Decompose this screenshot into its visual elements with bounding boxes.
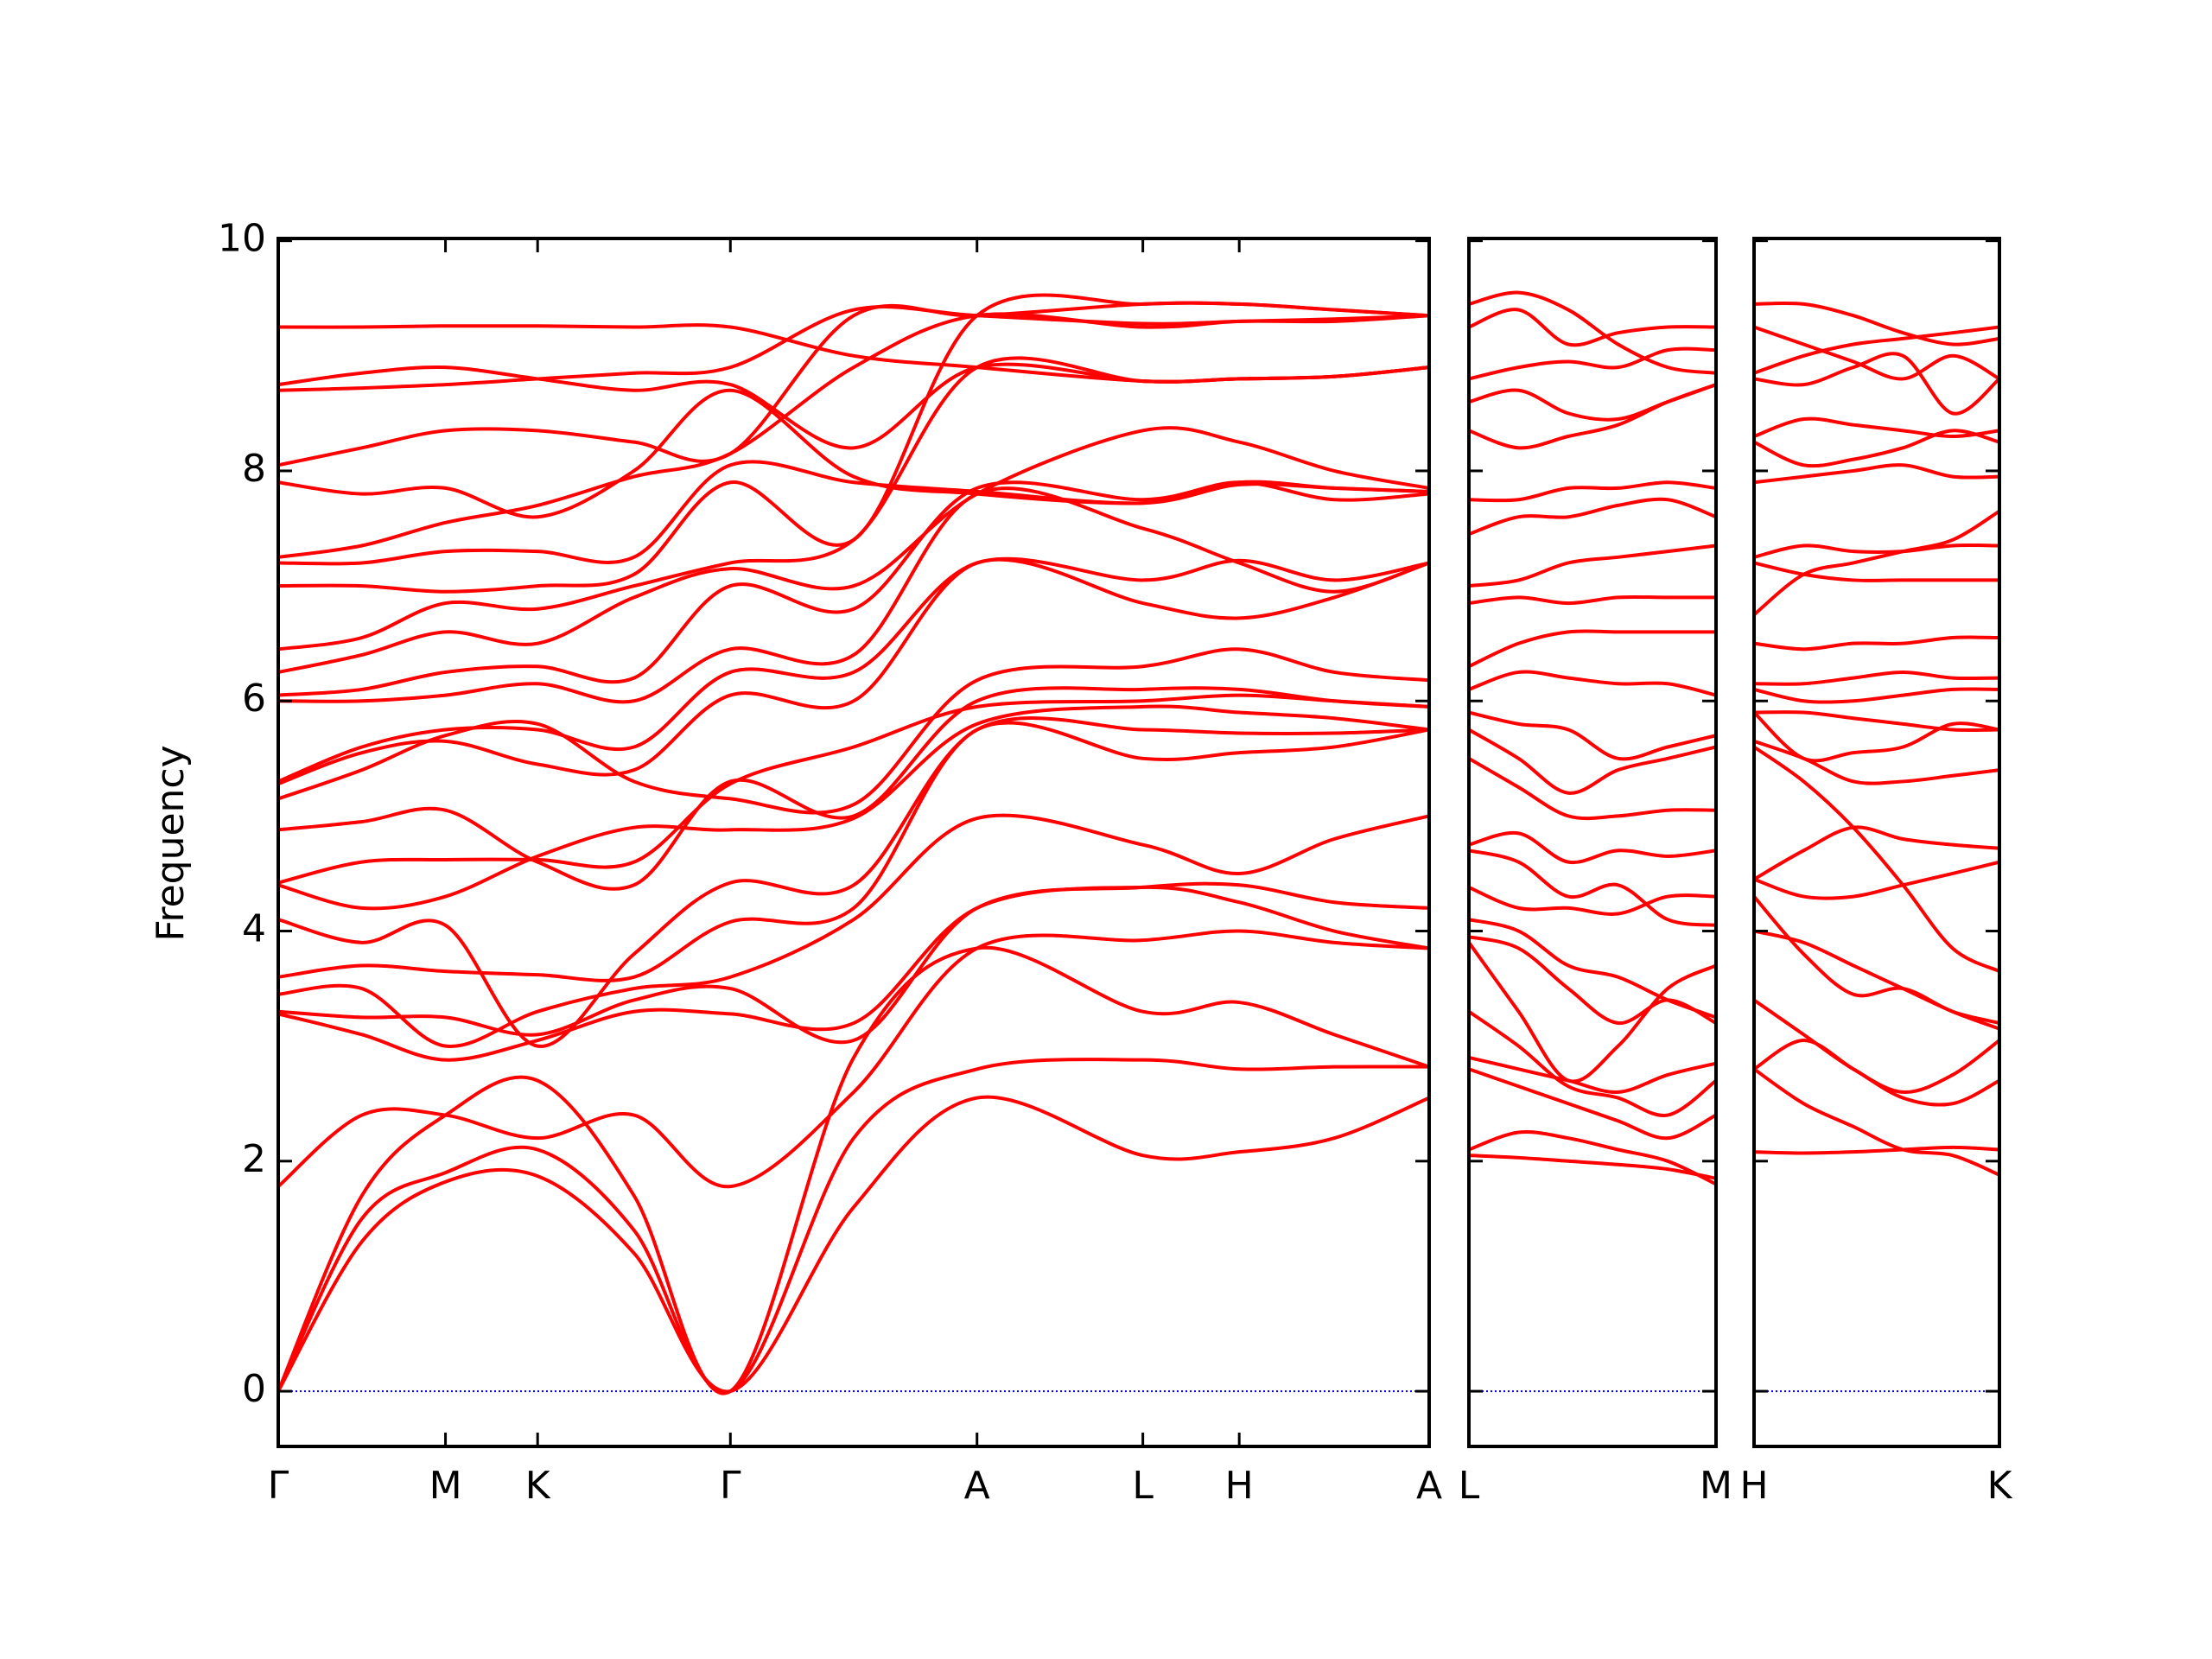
band-line xyxy=(1754,711,1999,763)
plot-area xyxy=(1469,290,1716,1186)
band-line xyxy=(1469,629,1716,669)
band-line xyxy=(1469,886,1716,916)
band-line xyxy=(1754,301,1999,346)
band-line xyxy=(1754,325,1999,381)
band-line xyxy=(1754,325,1999,375)
band-line xyxy=(1469,480,1716,503)
band-line xyxy=(1469,594,1716,606)
x-tick-label: M xyxy=(429,1464,462,1508)
band-line xyxy=(278,721,1429,982)
band-line xyxy=(278,305,1429,392)
band-line xyxy=(1754,687,1999,704)
y-axis-label: Frequency xyxy=(149,745,193,941)
band-line xyxy=(278,881,1429,1045)
band-line xyxy=(278,686,1429,891)
band-line xyxy=(1754,352,1999,416)
band-line xyxy=(1754,895,1999,1025)
band-line xyxy=(1469,941,1716,1084)
band-line xyxy=(1469,383,1716,422)
x-tick-label: A xyxy=(1416,1464,1442,1508)
x-tick-label: H xyxy=(1739,1464,1768,1508)
band-line xyxy=(1754,710,1999,733)
x-tick-label: Γ xyxy=(720,1464,741,1508)
band-line xyxy=(1754,416,1999,439)
band-line xyxy=(1754,543,1999,559)
band-line xyxy=(278,426,1429,674)
band-line xyxy=(1469,290,1716,375)
band-line xyxy=(1469,1056,1716,1094)
band-line xyxy=(278,885,1429,1062)
band-line xyxy=(1754,1145,1999,1155)
band-line xyxy=(1754,635,1999,652)
band-line xyxy=(1469,1010,1716,1117)
band-line xyxy=(278,716,1429,1048)
band-line xyxy=(1469,308,1716,347)
band-line xyxy=(278,1058,1429,1395)
x-tick-label: H xyxy=(1225,1464,1254,1508)
y-tick-label: 6 xyxy=(242,677,266,721)
band-line xyxy=(1754,561,1999,582)
x-tick-label: A xyxy=(964,1464,990,1508)
x-tick-label: K xyxy=(1987,1464,2013,1508)
band-line xyxy=(1469,728,1716,795)
band-line xyxy=(1754,463,1999,485)
band-line xyxy=(278,704,1429,911)
band-line xyxy=(278,301,1429,467)
y-tick-label: 8 xyxy=(242,447,266,491)
band-line xyxy=(1754,998,1999,1094)
band-line xyxy=(278,556,1429,784)
band-line xyxy=(1754,670,1999,686)
band-line xyxy=(1469,497,1716,537)
band-line xyxy=(1469,918,1716,1020)
band-line xyxy=(1754,429,1999,468)
panel-frame xyxy=(1752,237,2001,1448)
y-tick-label: 10 xyxy=(218,217,266,261)
band-line xyxy=(278,1095,1429,1394)
band-line xyxy=(1754,825,1999,881)
x-tick-label: M xyxy=(1700,1464,1732,1508)
band-line xyxy=(278,460,1429,566)
panel-frame xyxy=(276,237,1431,1448)
band-line xyxy=(1469,1067,1716,1141)
band-line xyxy=(1754,1067,1999,1177)
x-tick-label: Γ xyxy=(268,1464,289,1508)
x-tick-label: L xyxy=(1459,1464,1480,1508)
band-line xyxy=(278,486,1429,704)
band-line xyxy=(1469,346,1716,381)
band-line xyxy=(278,323,1429,384)
band-line xyxy=(1469,1130,1716,1186)
band-line xyxy=(1469,830,1716,865)
band-line xyxy=(278,929,1429,1189)
band-line xyxy=(1469,849,1716,927)
band-line xyxy=(278,945,1429,1395)
band-line xyxy=(278,388,1429,519)
band-line xyxy=(278,693,1429,885)
y-tick-label: 0 xyxy=(242,1367,266,1411)
band-line xyxy=(278,647,1429,815)
band-line xyxy=(278,813,1429,1049)
y-tick-label: 4 xyxy=(242,907,266,951)
plot-area xyxy=(1754,301,1999,1177)
band-line xyxy=(1754,860,1999,900)
x-tick-label: L xyxy=(1132,1464,1154,1508)
band-line xyxy=(1469,543,1716,588)
x-tick-label: K xyxy=(525,1464,551,1508)
y-tick-label: 2 xyxy=(242,1137,266,1181)
band-line xyxy=(1469,1154,1716,1180)
band-line xyxy=(1469,757,1716,821)
panel-frame xyxy=(1467,237,1718,1448)
band-line xyxy=(1754,509,1999,616)
band-line xyxy=(1469,670,1716,697)
band-line xyxy=(1754,745,1999,973)
plot-area xyxy=(278,293,1429,1395)
band-line xyxy=(278,557,1429,785)
band-line xyxy=(1469,710,1716,761)
